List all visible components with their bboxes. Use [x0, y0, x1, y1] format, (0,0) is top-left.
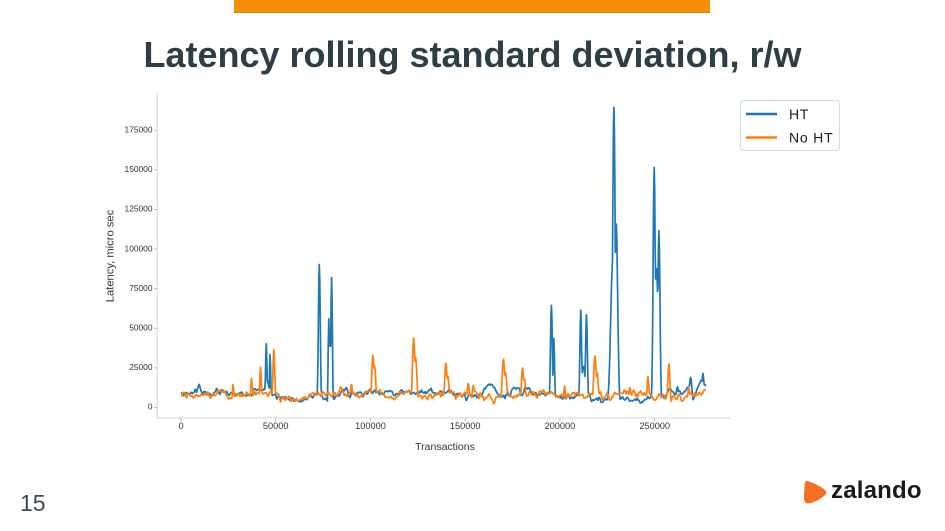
svg-text:75000: 75000	[129, 283, 153, 293]
svg-text:0: 0	[148, 402, 153, 412]
svg-text:50000: 50000	[129, 323, 153, 333]
svg-text:200000: 200000	[545, 421, 576, 431]
svg-text:100000: 100000	[125, 243, 153, 253]
svg-text:175000: 175000	[125, 125, 153, 135]
svg-text:150000: 150000	[125, 164, 153, 174]
svg-text:125000: 125000	[125, 204, 153, 214]
svg-text:250000: 250000	[639, 421, 670, 431]
svg-text:50000: 50000	[263, 421, 289, 431]
svg-text:No HT: No HT	[789, 130, 833, 146]
svg-text:0: 0	[178, 421, 183, 431]
svg-text:Latency, micro sec: Latency, micro sec	[105, 209, 117, 302]
svg-text:Transactions: Transactions	[415, 441, 475, 453]
svg-text:100000: 100000	[355, 421, 386, 431]
svg-text:HT: HT	[789, 106, 809, 122]
svg-text:25000: 25000	[129, 362, 153, 372]
svg-text:150000: 150000	[450, 421, 481, 431]
